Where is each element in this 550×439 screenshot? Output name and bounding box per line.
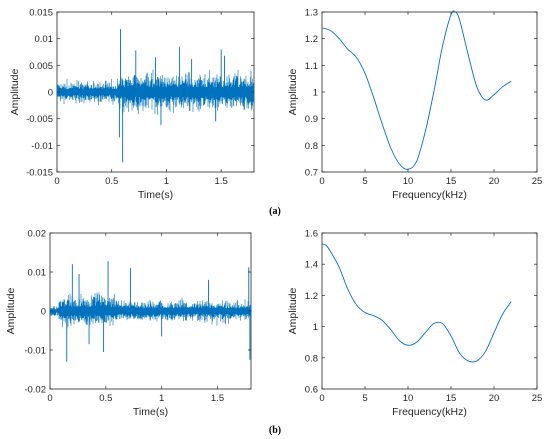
x-tick-label: 5 <box>362 176 367 187</box>
x-tick-label: 25 <box>532 176 543 187</box>
plot-frame <box>321 11 538 173</box>
y-axis-label: Amplitude <box>9 69 21 116</box>
y-ticks: 0.6 0.8 1 1.2 1.4 1.6 <box>305 229 537 396</box>
x-tick-label: 10 <box>403 393 414 404</box>
panel-label-a: (a) <box>269 206 281 217</box>
y-tick-label: 1.4 <box>305 260 318 271</box>
y-tick-label: 1 <box>313 322 318 333</box>
y-tick-label: 1.3 <box>305 8 318 19</box>
y-tick-label: -0.005 <box>26 114 53 125</box>
y-tick-label: 1.1 <box>305 61 318 72</box>
y-tick-label: 1 <box>313 88 318 99</box>
x-tick-label: 0.5 <box>105 176 118 187</box>
y-ticks: -0.015 -0.01 -0.005 0 0.005 0.01 0.015 <box>26 8 254 179</box>
chart-b-time: 0 0.5 1 1.5 -0.02 -0.01 0 0.01 0.02 Time(s) Amp… <box>5 229 252 418</box>
x-axis-label: Frequency(kHz) <box>392 406 467 418</box>
series-line <box>321 243 512 363</box>
x-tick-label: 1.5 <box>211 393 224 404</box>
chart-b-freq: 0 5 10 15 20 25 0.6 0.8 1 1.2 1.4 1.6 Frequency(kH… <box>287 229 542 419</box>
y-ticks: -0.02 -0.01 0 0.01 0.02 <box>24 229 251 396</box>
x-axis-label: Frequency(kHz) <box>392 189 467 201</box>
plot-frame <box>321 232 538 390</box>
y-axis-label: Amplitude <box>5 288 17 335</box>
x-ticks: 0 5 10 15 20 25 <box>319 233 542 404</box>
x-tick-label: 1.5 <box>215 176 228 187</box>
y-tick-label: -0.01 <box>31 141 53 152</box>
x-tick-label: 0 <box>319 393 324 404</box>
x-tick-label: 5 <box>362 393 367 404</box>
x-tick-label: 1 <box>164 176 169 187</box>
x-tick-label: 20 <box>489 176 500 187</box>
y-tick-label: 0.6 <box>305 385 318 396</box>
y-tick-label: 0.7 <box>305 168 318 179</box>
x-ticks: 0 0.5 1 1.5 <box>47 233 224 404</box>
y-tick-label: -0.01 <box>24 346 46 357</box>
y-tick-label: 0.9 <box>305 114 318 125</box>
chart-a-freq: 0 5 10 15 20 25 0.7 0.8 0.9 1 1.1 1.2 1.3 Frequency… <box>287 8 542 202</box>
x-axis-label: Time(s) <box>138 189 173 201</box>
y-tick-label: 1.2 <box>305 291 318 302</box>
x-tick-label: 0.5 <box>99 393 112 404</box>
signal-marks <box>56 29 255 163</box>
y-ticks: 0.7 0.8 0.9 1 1.1 1.2 1.3 <box>305 8 537 179</box>
curve-marks <box>321 10 512 170</box>
series-line <box>321 10 512 170</box>
y-axis-label: Amplitude <box>287 69 299 116</box>
x-tick-label: 15 <box>446 393 457 404</box>
y-tick-label: 1.2 <box>305 34 318 45</box>
y-tick-label: 0.01 <box>35 34 54 45</box>
x-tick-label: 15 <box>446 176 457 187</box>
chart-a-time: 0 0.5 1 1.5 -0.015 -0.01 -0.005 0 0.005 0.01 0.01… <box>9 8 255 201</box>
y-tick-label: 1.6 <box>305 229 318 240</box>
y-tick-label: -0.02 <box>24 385 46 396</box>
x-tick-label: 0 <box>319 176 324 187</box>
signal-marks <box>49 261 252 362</box>
y-tick-label: 0.01 <box>28 268 47 279</box>
x-ticks: 0 0.5 1 1.5 <box>54 12 228 187</box>
y-tick-label: 0.015 <box>29 8 53 19</box>
x-tick-label: 0 <box>54 176 59 187</box>
x-axis-label: Time(s) <box>133 406 168 418</box>
panel-label-b: (b) <box>269 425 281 436</box>
x-tick-label: 0 <box>47 393 52 404</box>
x-tick-label: 20 <box>489 393 500 404</box>
y-axis-label: Amplitude <box>287 288 299 335</box>
x-tick-label: 1 <box>159 393 164 404</box>
x-ticks: 0 5 10 15 20 25 <box>319 12 542 187</box>
y-tick-label: 0.005 <box>29 61 53 72</box>
y-tick-label: -0.015 <box>26 168 53 179</box>
x-tick-label: 25 <box>532 393 543 404</box>
y-tick-label: 0.8 <box>305 353 318 364</box>
y-tick-label: 0 <box>41 307 46 318</box>
x-tick-label: 10 <box>403 176 414 187</box>
y-tick-label: 0 <box>48 88 53 99</box>
y-tick-label: 0.02 <box>28 229 47 240</box>
curve-marks <box>321 243 512 363</box>
y-tick-label: 0.8 <box>305 141 318 152</box>
